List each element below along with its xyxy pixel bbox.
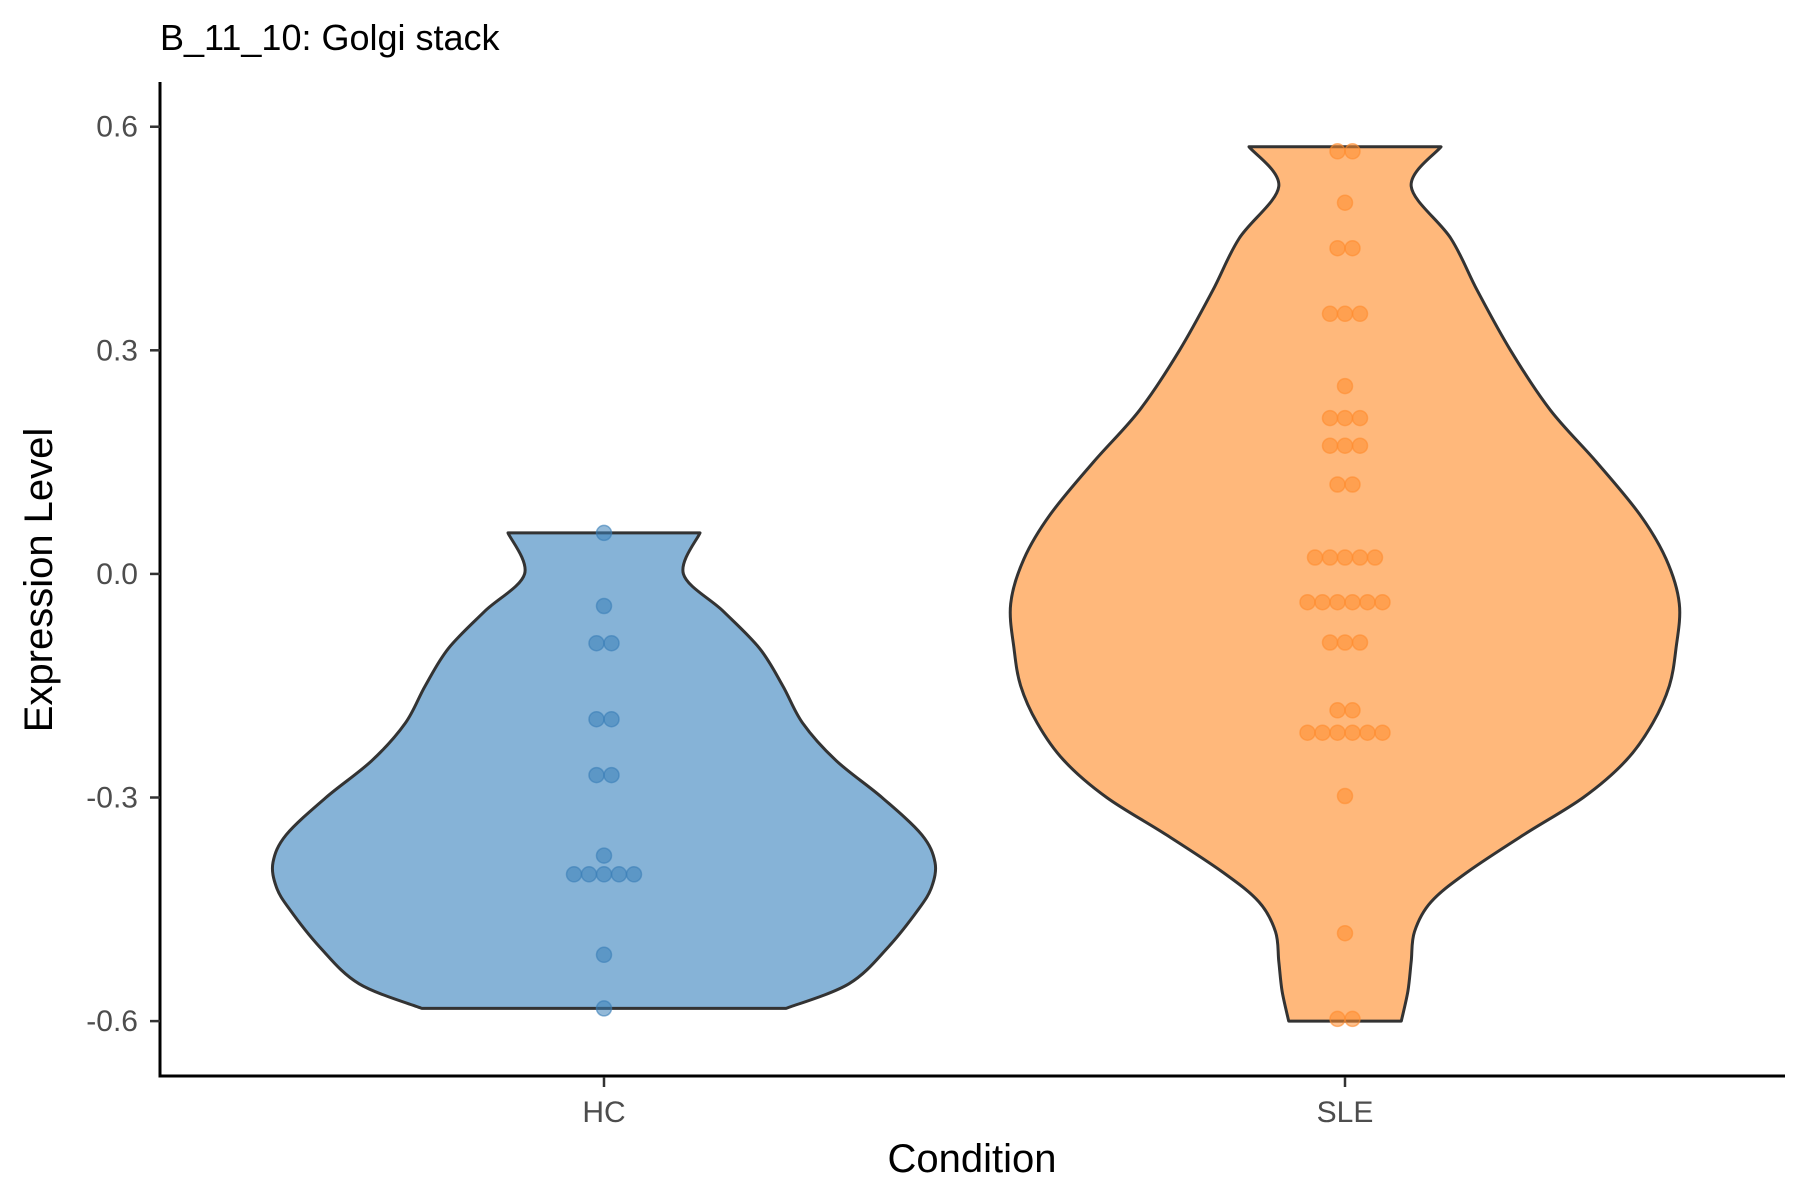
y-axis-title: Expression Level [17, 428, 61, 733]
data-point-sle [1329, 724, 1346, 741]
data-point-hc [580, 866, 598, 883]
y-tick-label: -0.6 [86, 1005, 138, 1038]
data-point-sle [1359, 593, 1376, 611]
data-point-sle [1336, 634, 1354, 651]
data-point-sle [1321, 409, 1339, 427]
data-point-sle [1336, 305, 1354, 323]
data-point-hc [603, 710, 620, 728]
data-point-sle [1351, 409, 1369, 427]
y-tick-label: 0.6 [96, 111, 138, 144]
data-point-sle [1336, 787, 1354, 805]
y-tick-label: 0.3 [96, 334, 138, 367]
data-point-sle [1366, 549, 1384, 566]
data-point-sle [1299, 593, 1316, 611]
data-point-sle [1314, 593, 1331, 611]
y-tick-label: -0.3 [86, 782, 138, 815]
data-point-sle [1336, 377, 1354, 395]
data-point-sle [1336, 437, 1354, 454]
data-point-sle [1351, 634, 1369, 651]
data-point-sle [1351, 305, 1369, 323]
data-point-hc [610, 866, 628, 883]
data-point-hc [595, 946, 613, 964]
data-point-hc [595, 1000, 613, 1017]
data-point-hc [603, 766, 620, 784]
data-point-sle [1306, 549, 1324, 566]
data-point-sle [1336, 924, 1354, 942]
data-point-sle [1321, 549, 1339, 566]
data-point-sle [1336, 409, 1354, 427]
data-point-sle [1359, 724, 1376, 741]
data-point-sle [1314, 724, 1331, 741]
data-point-sle [1344, 724, 1361, 741]
data-point-sle [1344, 476, 1361, 493]
dots-layer [565, 143, 1391, 1028]
data-point-sle [1321, 305, 1339, 323]
x-tick-label: HC [582, 1096, 625, 1129]
data-point-hc [595, 866, 613, 883]
data-point-sle [1329, 593, 1346, 611]
data-point-hc [595, 524, 613, 542]
y-axis-ticks: 0.6 0.3 0.0 -0.3 -0.6 [86, 111, 160, 1038]
data-point-sle [1329, 476, 1346, 493]
data-point-sle [1351, 549, 1369, 566]
data-point-hc [625, 866, 643, 883]
data-point-sle [1351, 437, 1369, 454]
x-axis-ticks: HC SLE [582, 1077, 1373, 1129]
data-point-hc [603, 634, 620, 652]
data-point-hc [595, 597, 613, 615]
x-axis-title: Condition [887, 1137, 1056, 1181]
data-point-sle [1329, 702, 1346, 719]
data-point-sle [1336, 549, 1354, 566]
data-point-hc [565, 866, 583, 883]
data-point-sle [1321, 634, 1339, 651]
violin-hc [270, 531, 938, 1010]
data-point-hc [588, 766, 605, 784]
data-point-sle [1344, 702, 1361, 719]
data-point-hc [588, 634, 605, 652]
data-point-sle [1344, 1010, 1361, 1028]
data-point-sle [1329, 239, 1346, 257]
data-point-sle [1321, 437, 1339, 454]
x-tick-label: SLE [1317, 1096, 1374, 1129]
y-tick-label: 0.0 [96, 558, 138, 591]
data-point-sle [1374, 724, 1391, 741]
data-point-sle [1344, 143, 1361, 160]
data-point-sle [1344, 593, 1361, 611]
data-point-sle [1344, 239, 1361, 257]
data-point-sle [1336, 194, 1354, 211]
data-point-sle [1299, 724, 1316, 741]
chart-title: B_11_10: Golgi stack [160, 17, 501, 58]
data-point-sle [1329, 1010, 1346, 1028]
data-point-hc [588, 710, 605, 728]
data-point-sle [1329, 143, 1346, 160]
data-point-sle [1374, 593, 1391, 611]
data-point-hc [595, 847, 613, 864]
violins-layer [270, 145, 1682, 1023]
violin-sle [1008, 145, 1682, 1023]
